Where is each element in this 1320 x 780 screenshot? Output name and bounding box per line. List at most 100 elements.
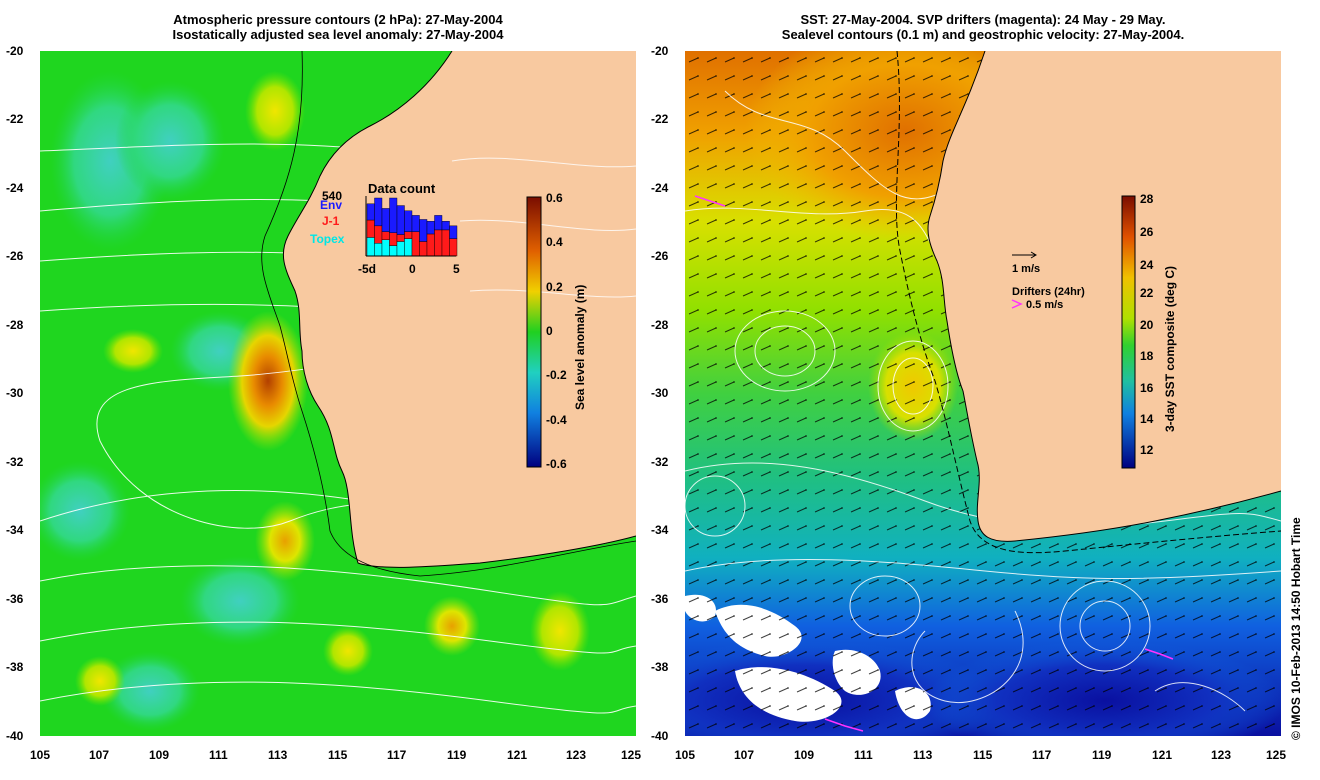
left-cb-tick-4: -0.2 — [546, 368, 567, 382]
right-xtick-10: 125 — [1266, 748, 1287, 762]
count-bar-topex — [374, 243, 383, 257]
legend-env: Env — [320, 198, 342, 212]
anomaly-high-main — [228, 311, 308, 451]
count-bar-topex — [404, 238, 413, 257]
right-ytick-0: -20 — [651, 44, 669, 58]
legend-j1: J-1 — [322, 214, 340, 228]
left-xtick-1: 107 — [89, 748, 110, 762]
count-bar-env — [441, 220, 450, 231]
count-bar-j1 — [441, 229, 450, 257]
right-ytick-7: -34 — [651, 523, 669, 537]
land-pressure-contours — [451, 157, 636, 298]
data-count-inset: Data count 540 Env J-1 Topex -5d 0 5 — [310, 181, 460, 276]
left-ytick-5: -30 — [6, 386, 24, 400]
right-map-svg: 1 m/s Drifters (24hr) 0.5 m/s — [685, 51, 1281, 736]
count-bar-topex — [396, 241, 405, 257]
left-xtick-6: 117 — [387, 748, 407, 762]
left-map[interactable]: Data count 540 Env J-1 Topex -5d 0 5 — [40, 51, 636, 736]
coastline-right — [927, 51, 1281, 542]
count-bar-j1 — [389, 232, 398, 246]
count-bar-j1 — [366, 219, 375, 238]
count-bar-topex — [366, 237, 375, 257]
left-xtick-7: 119 — [447, 748, 467, 762]
right-cb-tick-1: 26 — [1140, 225, 1154, 239]
data-count-max: 540 — [322, 189, 342, 203]
count-bar-env — [419, 219, 428, 242]
right-xtick-8: 121 — [1152, 748, 1173, 762]
count-bar-env — [411, 215, 420, 232]
right-xtick-9: 123 — [1211, 748, 1232, 762]
count-bar-env — [374, 197, 383, 227]
right-ytick-9: -38 — [651, 660, 669, 674]
left-ytick-10: -40 — [6, 729, 24, 743]
count-bar-env — [381, 208, 390, 232]
drifter-scale-icon — [1011, 299, 1023, 309]
left-cb-tick-0: 0.6 — [546, 191, 563, 205]
count-bar-j1 — [426, 233, 435, 257]
count-bar-j1 — [449, 238, 458, 257]
count-bar-j1 — [396, 234, 405, 242]
right-xtick-2: 109 — [794, 748, 815, 762]
count-bar-j1 — [404, 231, 413, 239]
australia-land-right — [927, 51, 1281, 542]
left-title-line2: Isostatically adjusted sea level anomaly… — [172, 27, 504, 42]
right-title: SST: 27-May-2004. SVP drifters (magenta)… — [685, 12, 1281, 42]
anomaly-yel-4 — [75, 656, 125, 706]
drifters-legend-scale: 0.5 m/s — [1026, 299, 1063, 311]
count-bar-topex — [389, 245, 398, 257]
imos-credit: © IMOS 10-Feb-2013 14:50 Hobart Time — [1289, 517, 1303, 740]
count-bar-topex — [381, 239, 390, 257]
drifters-legend-title: Drifters (24hr) — [1012, 286, 1085, 298]
count-bar-j1 — [434, 229, 443, 257]
left-xtick-5: 115 — [328, 748, 348, 762]
count-bar-env — [449, 225, 458, 239]
count-bar-j1 — [374, 225, 383, 244]
right-ytick-5: -30 — [651, 386, 669, 400]
left-xtick-9: 123 — [566, 748, 587, 762]
left-colorbar-label: Sea level anomaly (m) — [573, 284, 587, 410]
count-bar-env — [396, 205, 405, 235]
count-tick-2: 5 — [453, 262, 460, 276]
right-colorbar — [1121, 195, 1136, 469]
count-bar-env — [404, 210, 413, 232]
count-bar-env — [366, 203, 375, 221]
left-cb-tick-6: -0.6 — [546, 457, 567, 471]
drifter-tracks — [694, 195, 1174, 732]
right-cb-tick-3: 22 — [1140, 286, 1154, 300]
right-cb-tick-2: 24 — [1140, 258, 1154, 272]
right-xtick-1: 107 — [734, 748, 755, 762]
count-bar-env — [389, 197, 398, 233]
right-map[interactable]: 1 m/s Drifters (24hr) 0.5 m/s — [685, 51, 1281, 736]
left-ytick-3: -26 — [6, 249, 24, 263]
anomaly-high-se — [424, 596, 480, 656]
left-cb-tick-5: -0.4 — [546, 413, 567, 427]
left-xtick-2: 109 — [149, 748, 170, 762]
anomaly-high-s — [255, 501, 315, 581]
left-cb-tick-2: 0.2 — [546, 280, 563, 294]
right-cb-tick-4: 20 — [1140, 318, 1154, 332]
right-title-line2: Sealevel contours (0.1 m) and geostrophi… — [781, 27, 1185, 42]
right-ytick-1: -22 — [651, 112, 669, 126]
anomaly-low-s — [180, 556, 300, 646]
right-ytick-3: -26 — [651, 249, 669, 263]
anomaly-yel-5 — [530, 591, 590, 671]
coastline — [282, 51, 636, 568]
count-bars — [366, 197, 458, 257]
left-map-svg: Data count 540 Env J-1 Topex -5d 0 5 — [40, 51, 636, 736]
right-cb-tick-8: 12 — [1140, 443, 1154, 457]
left-colorbar — [526, 196, 542, 468]
right-colorbar-label: 3-day SST composite (deg C) — [1163, 265, 1177, 432]
anomaly-yel-1 — [323, 626, 373, 676]
right-ytick-10: -40 — [651, 729, 669, 743]
right-ytick-2: -24 — [651, 181, 669, 195]
shelf-isobath-right — [895, 51, 1281, 554]
right-cb-tick-5: 18 — [1140, 349, 1154, 363]
left-title-line1: Atmospheric pressure contours (2 hPa): 2… — [173, 12, 503, 27]
right-cb-tick-0: 28 — [1140, 192, 1154, 206]
left-ytick-8: -36 — [6, 592, 24, 606]
left-title: Atmospheric pressure contours (2 hPa): 2… — [40, 12, 636, 42]
right-ytick-4: -28 — [651, 318, 669, 332]
anomaly-low-n — [115, 81, 225, 201]
legend-topex: Topex — [310, 232, 345, 246]
right-xtick-7: 119 — [1092, 748, 1112, 762]
